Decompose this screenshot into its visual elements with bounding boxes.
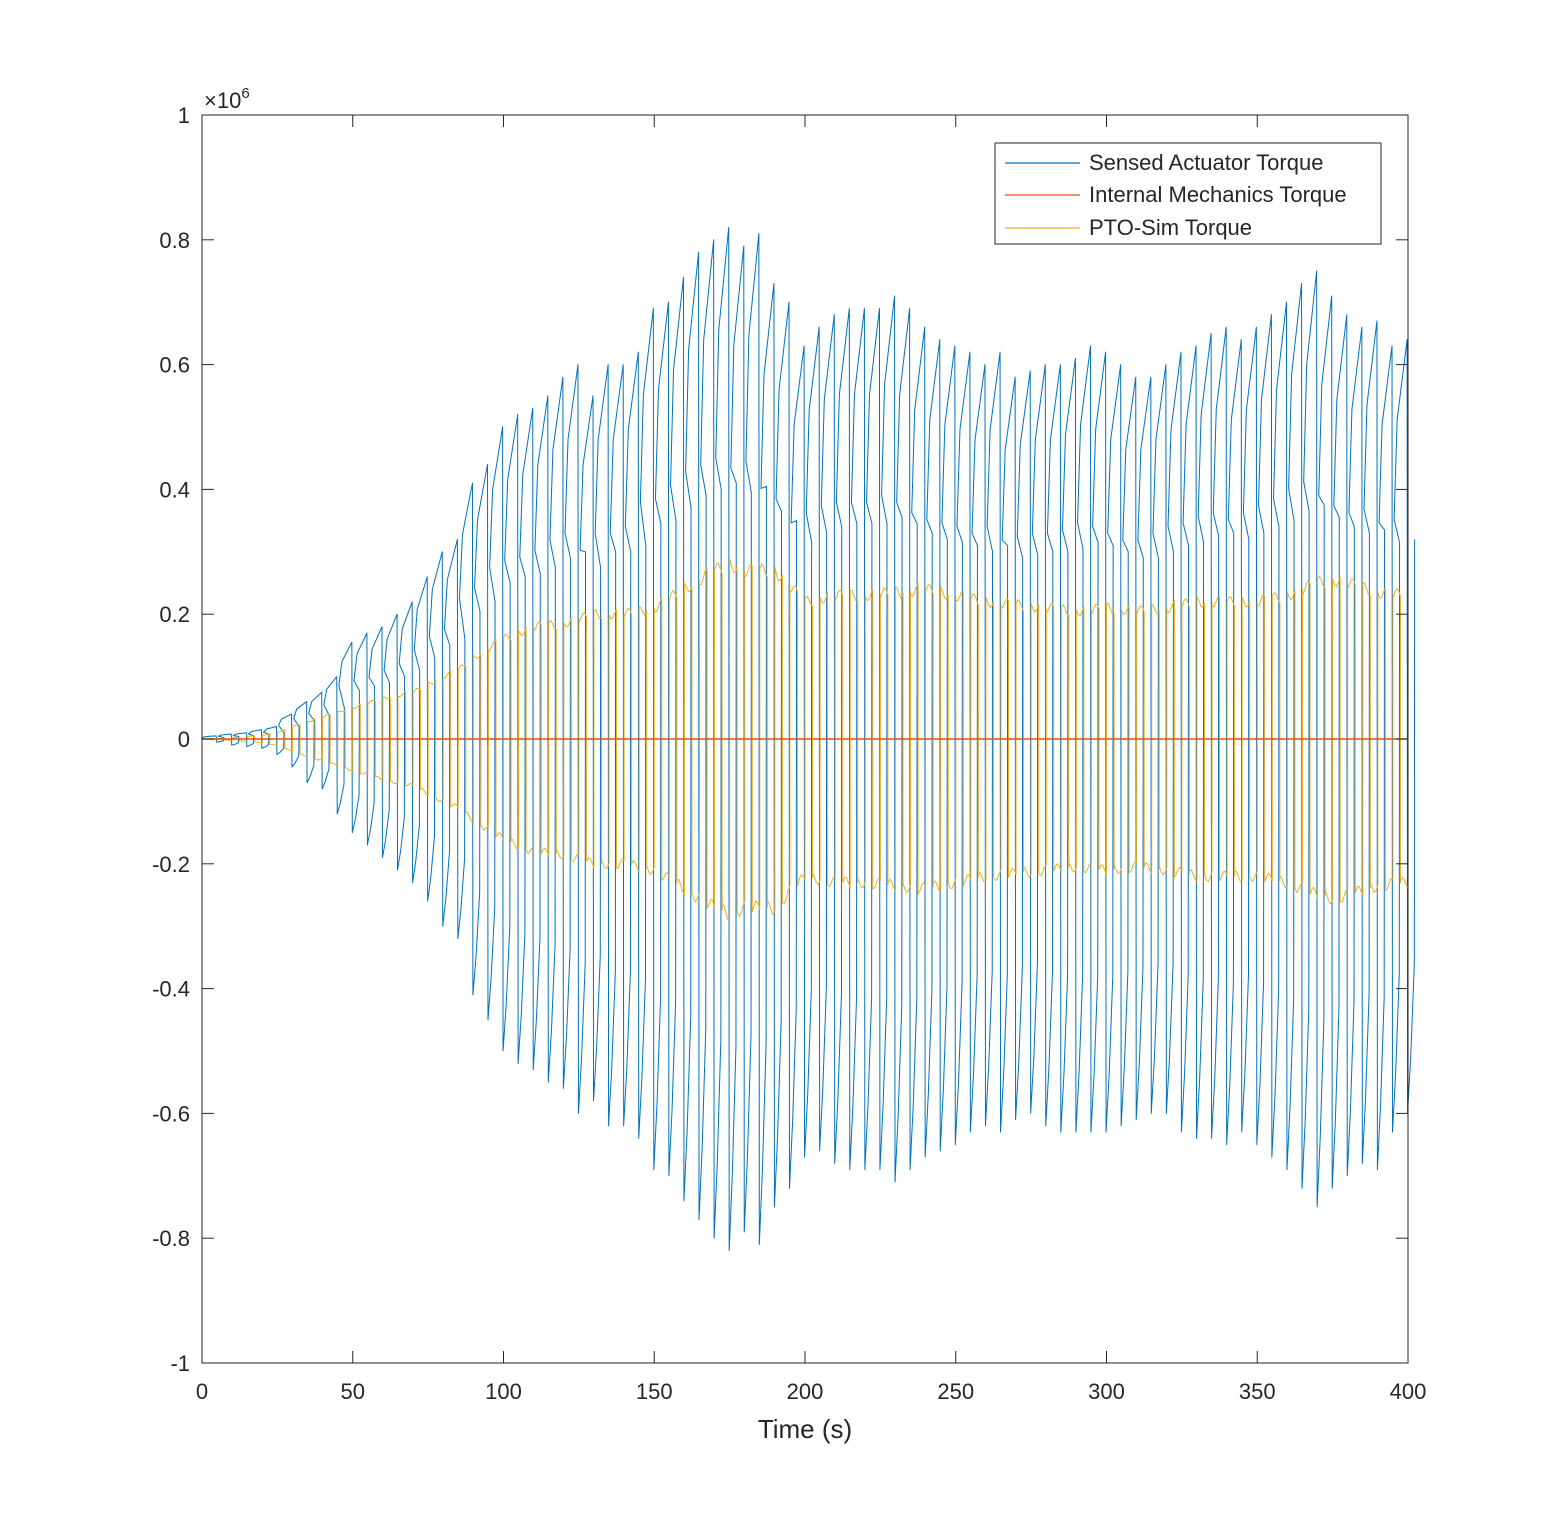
x-tick-label: 200 <box>787 1379 824 1404</box>
x-tick-label: 250 <box>937 1379 974 1404</box>
y-exponent-power: 6 <box>241 85 249 102</box>
y-tick-label: -0.2 <box>152 852 190 877</box>
x-tick-label: 300 <box>1088 1379 1125 1404</box>
x-tick-label: 50 <box>341 1379 365 1404</box>
legend-label-internal-mechanics-torque: Internal Mechanics Torque <box>1089 182 1347 207</box>
y-tick-label: 0.8 <box>159 228 190 253</box>
series-line-sensed-actuator-torque <box>201 226 1416 1252</box>
x-tick-label: 350 <box>1239 1379 1276 1404</box>
y-tick-label: -1 <box>170 1351 190 1376</box>
x-tick-label: 150 <box>636 1379 673 1404</box>
y-tick-label: -0.4 <box>152 977 190 1002</box>
legend-box <box>994 142 1382 245</box>
y-tick-label: -0.8 <box>152 1226 190 1251</box>
legend-label-sensed-actuator-torque: Sensed Actuator Torque <box>1089 150 1323 175</box>
x-tick-label: 0 <box>196 1379 208 1404</box>
legend: Sensed Actuator Torque Internal Mechanic… <box>994 142 1382 245</box>
y-exponent-base: ×10 <box>204 88 241 113</box>
y-tick-label: 0.6 <box>159 353 190 378</box>
series-line-pto-sim-torque <box>201 558 1409 920</box>
y-tick-label: 0.4 <box>159 477 190 502</box>
y-tick-label: 0 <box>178 727 190 752</box>
x-axis-label: Time (s) <box>758 1414 852 1444</box>
y-tick-label: 0.2 <box>159 602 190 627</box>
y-tick-label: 1 <box>178 103 190 128</box>
y-tick-label: -0.6 <box>152 1101 190 1126</box>
x-tick-label: 100 <box>485 1379 522 1404</box>
legend-label-pto-sim-torque: PTO-Sim Torque <box>1089 215 1252 240</box>
y-exponent-label: ×106 <box>204 85 250 113</box>
x-tick-label: 400 <box>1390 1379 1427 1404</box>
series-layer <box>201 226 1416 1252</box>
ticks-layer: 0 50 100 150 200 250 300 350 400 1 0.8 0.6 0.4 0.2 0 -0… <box>152 103 1426 1404</box>
